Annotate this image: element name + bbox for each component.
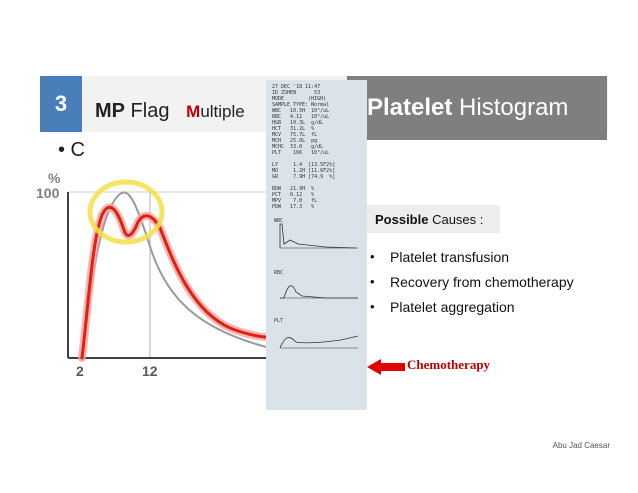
printout-line: LY 1.4 [13.5F2%] — [272, 162, 336, 168]
panel-title-rest: Histogram — [452, 94, 569, 121]
cause-text: Platelet aggregation — [390, 298, 515, 315]
chemotherapy-label: Chemotherapy — [407, 357, 491, 372]
x-tick-12: 12 — [142, 363, 158, 379]
arrow-left-icon — [367, 359, 405, 375]
bimodal-curve — [80, 206, 282, 360]
printout-line: MODE (HIGH) — [272, 96, 327, 102]
cause-item: • Platelet transfusion — [370, 244, 574, 269]
printout-line: HGB 10.3L g/dL — [272, 120, 324, 126]
printout-line: ID ZSHEN 53 — [272, 90, 321, 96]
printout-line: HCT 31.2L % — [272, 126, 315, 132]
printout-line: GR 7.9H [74.9 %] — [272, 174, 336, 180]
wbc-label: WBC — [274, 218, 283, 224]
cause-item: • Platelet aggregation — [370, 294, 574, 319]
cause-item: • Recovery from chemotherapy — [370, 269, 574, 294]
printout-line: WBC 10.5H 10³/uL — [272, 108, 330, 114]
slide-title-rest: Flag — [125, 100, 170, 122]
printout-line: 27 DEC '18 11:47 — [272, 84, 321, 90]
cause-text: Platelet transfusion — [390, 248, 510, 265]
printout-line: PDW 17.3 % — [272, 204, 315, 210]
printout-line: RDW 21.9H % — [272, 186, 315, 192]
panel-title-bold: Platelet — [367, 94, 453, 121]
rbc-histogram — [280, 285, 358, 299]
printout-line: MCHC 33.0 g/dL — [272, 144, 324, 150]
slide-title: MP Flag Multiple — [95, 100, 245, 123]
printout-line: MPV 7.0 fL — [272, 198, 318, 204]
rbc-label: RBC — [274, 270, 283, 276]
author-credit: Abu Jad Caesar — [552, 441, 610, 450]
plt-label: PLT — [274, 318, 283, 324]
slide-number-badge: 3 — [40, 76, 82, 132]
plt-histogram — [279, 335, 359, 349]
printout-line: SAMPLE TYPE: Normal — [272, 102, 330, 108]
causes-heading-bold: Possible — [375, 211, 429, 227]
platelet-histogram-panel: Platelet Histogram — [347, 76, 607, 140]
slide-subtitle-first: M — [186, 102, 201, 121]
printout-line: PCT 0.12 % — [272, 192, 315, 198]
possible-causes-heading: Possible Causes : — [367, 205, 500, 233]
histogram-chart: % 100 2 12 — [36, 170, 284, 379]
printout-line: MCV 75.7L fL — [272, 132, 318, 138]
wbc-histogram — [279, 223, 357, 249]
highlight-circle — [87, 179, 165, 245]
causes-list: • Platelet transfusion • Recovery from che… — [370, 244, 574, 319]
printout-line: MO 1.2H [11.6F2%] — [272, 168, 336, 174]
bullet-dot: • — [370, 249, 375, 264]
x-tick-2: 2 — [76, 363, 84, 379]
causes-heading-rest: Causes : — [428, 211, 484, 227]
analyzer-printout: 27 DEC '18 11:47 ID ZSHEN 53 MODE (HIGH) SA… — [266, 80, 367, 410]
y-tick-label: 100 — [36, 185, 60, 201]
slide-title-bold: MP — [95, 100, 125, 122]
printout-line: PLT 166 10³/uL — [272, 150, 330, 156]
printout-histograms: WBC RBC PLT — [274, 218, 359, 349]
bullet-dot: • — [370, 299, 375, 314]
printout-line: MCH 25.0L pg — [272, 138, 318, 144]
printout-line: RBC 4.12 10⁶/uL — [272, 114, 330, 120]
printout-lines: 27 DEC '18 11:47 ID ZSHEN 53 MODE (HIGH) SA… — [266, 84, 367, 210]
bullet-text: • C — [58, 139, 86, 161]
cause-text: Recovery from chemotherapy — [390, 273, 574, 290]
slide-subtitle-rest: ultiple — [200, 102, 245, 121]
y-unit-label: % — [48, 170, 61, 186]
bullet-dot: • — [370, 274, 375, 289]
